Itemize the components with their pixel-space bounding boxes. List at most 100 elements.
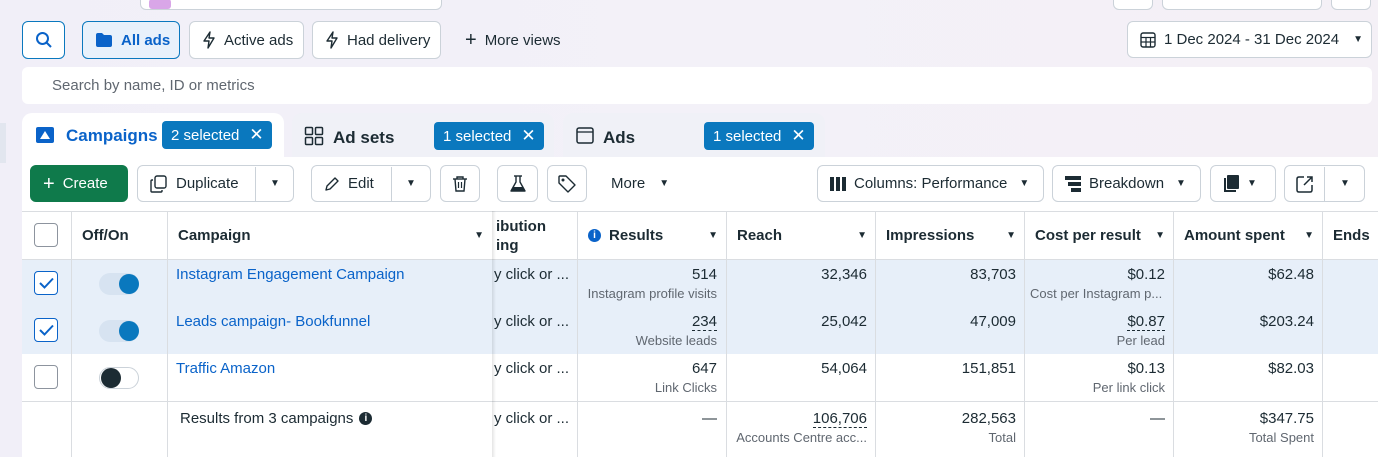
more-actions-label: More [611, 175, 646, 192]
row-checkbox[interactable] [34, 271, 58, 295]
cost-value: $0.13 [1127, 360, 1165, 377]
header-impressions[interactable]: Impressions ▼ [886, 212, 1016, 259]
top-search-stub[interactable] [140, 0, 442, 10]
top-button-stub-2[interactable] [1162, 0, 1322, 10]
results-value: 514 [691, 266, 717, 283]
chevron-down-icon: ▼ [1247, 178, 1257, 189]
filter-chip-icon [149, 0, 171, 9]
attribution-cell: y click or ... [494, 266, 570, 283]
more-views-button[interactable]: + More views [452, 21, 574, 59]
results-cell: 234 Website leads [636, 313, 717, 348]
header-results[interactable]: i Results ▼ [588, 212, 718, 259]
header-ends[interactable]: Ends [1333, 227, 1370, 244]
reach-cell: 54,064 [821, 360, 867, 377]
columns-button[interactable]: Columns: Performance ▼ [817, 165, 1044, 202]
duplicate-button[interactable]: Duplicate ▼ [137, 165, 294, 202]
select-all-checkbox[interactable] [34, 223, 58, 247]
campaigns-selected-chip[interactable]: 2 selected ✕ [162, 121, 272, 149]
results-sub: Website leads [635, 333, 717, 348]
campaign-name-link[interactable]: Instagram Engagement Campaign [176, 266, 405, 283]
edit-button[interactable]: Edit ▼ [311, 165, 431, 202]
chevron-down-icon[interactable]: ▼ [270, 178, 280, 189]
ab-test-button[interactable] [497, 165, 538, 202]
close-icon[interactable]: ✕ [249, 125, 264, 144]
view-had-delivery-button[interactable]: Had delivery [312, 21, 441, 59]
create-button[interactable]: + Create [30, 165, 128, 202]
header-cost-per-result[interactable]: Cost per result ▼ [1035, 212, 1165, 259]
checkmark-icon [39, 324, 54, 336]
cost-cell: $0.12 Cost per Instagram p... [1030, 266, 1165, 301]
more-actions-button[interactable]: More ▼ [598, 165, 678, 202]
close-icon[interactable]: ✕ [521, 126, 536, 145]
chevron-down-icon: ▼ [1019, 178, 1030, 189]
cost-value: $0.87 [1127, 313, 1165, 331]
results-cell: 647 Link Clicks [655, 360, 717, 395]
ads-selected-chip[interactable]: 1 selected ✕ [704, 122, 814, 150]
header-attribution[interactable]: ibution ing [496, 217, 546, 255]
row-checkbox[interactable] [34, 365, 58, 389]
campaign-toggle[interactable] [99, 273, 139, 295]
tab-ads-label: Ads [603, 128, 636, 147]
chevron-down-icon[interactable]: ▼ [406, 178, 416, 189]
cost-cell: $0.13 Per link click [1093, 360, 1165, 395]
breakdown-button[interactable]: Breakdown ▼ [1052, 165, 1201, 202]
top-button-stub-1[interactable] [1113, 0, 1153, 10]
chevron-down-icon: ▼ [1304, 230, 1314, 241]
cost-sub: Cost per Instagram p... [1030, 286, 1163, 301]
tab-campaigns[interactable]: Campaigns 2 selected ✕ [22, 113, 284, 157]
search-icon [35, 32, 52, 48]
ads-selected-label: 1 selected [713, 127, 782, 145]
header-attribution-line1: ibution [496, 218, 546, 235]
lightning-icon [203, 31, 215, 49]
summary-spent-value: $347.75 [1259, 410, 1314, 427]
spent-cell: $203.24 [1259, 313, 1314, 330]
folder-icon [96, 33, 112, 47]
summary-reach-value: 106,706 [812, 410, 867, 428]
export-button[interactable]: ▼ [1284, 165, 1365, 202]
header-campaign[interactable]: Campaign ▼ [178, 212, 488, 259]
trash-icon [453, 175, 467, 192]
view-all-ads-button[interactable]: All ads [82, 21, 180, 59]
date-range-label: 1 Dec 2024 - 31 Dec 2024 [1164, 31, 1340, 48]
campaign-toggle[interactable] [99, 320, 139, 342]
search-input[interactable] [22, 67, 1372, 104]
tab-ad-sets-label: Ad sets [333, 128, 395, 147]
header-attribution-line2: ing [496, 237, 519, 254]
ad-window-icon [576, 127, 594, 144]
reports-button[interactable]: ▼ [1210, 165, 1276, 202]
cost-cell: $0.87 Per lead [1117, 313, 1165, 348]
date-range-button[interactable]: 1 Dec 2024 - 31 Dec 2024 ▼ [1127, 21, 1372, 58]
header-reach[interactable]: Reach ▼ [737, 212, 867, 259]
top-button-stub-3[interactable] [1331, 0, 1371, 10]
ad-sets-selected-chip[interactable]: 1 selected ✕ [434, 122, 544, 150]
delete-button[interactable] [440, 165, 480, 202]
chevron-down-icon[interactable]: ▼ [1340, 178, 1350, 189]
header-reach-label: Reach [737, 227, 783, 244]
cost-value: $0.12 [1127, 266, 1165, 283]
search-button[interactable] [22, 21, 65, 59]
flask-icon [509, 174, 526, 192]
columns-icon [830, 176, 846, 191]
header-results-label: Results [609, 227, 664, 244]
tab-ads[interactable]: Ads 1 selected ✕ [563, 113, 825, 157]
calendar-icon [1140, 31, 1156, 48]
ad-sets-selected-label: 1 selected [443, 127, 512, 145]
campaign-name-link[interactable]: Traffic Amazon [176, 360, 276, 377]
summary-results: — [702, 410, 717, 427]
chevron-down-icon: ▼ [1006, 230, 1016, 241]
view-active-ads-button[interactable]: Active ads [189, 21, 304, 59]
summary-cost: — [1150, 410, 1165, 427]
cost-sub: Per link click [1092, 380, 1165, 395]
campaign-name-link[interactable]: Leads campaign- Bookfunnel [176, 313, 371, 330]
summary-spent: $347.75 Total Spent [1249, 410, 1314, 445]
row-checkbox[interactable] [34, 318, 58, 342]
chevron-down-icon: ▼ [1353, 34, 1364, 45]
tag-button[interactable] [547, 165, 587, 202]
results-value: 647 [691, 360, 717, 377]
campaign-toggle[interactable] [99, 367, 139, 389]
duplicate-label: Duplicate [176, 175, 239, 192]
info-icon[interactable]: i [359, 412, 373, 425]
tab-ad-sets[interactable]: Ad sets 1 selected ✕ [292, 113, 554, 157]
close-icon[interactable]: ✕ [791, 126, 806, 145]
header-amount-spent[interactable]: Amount spent ▼ [1184, 212, 1314, 259]
